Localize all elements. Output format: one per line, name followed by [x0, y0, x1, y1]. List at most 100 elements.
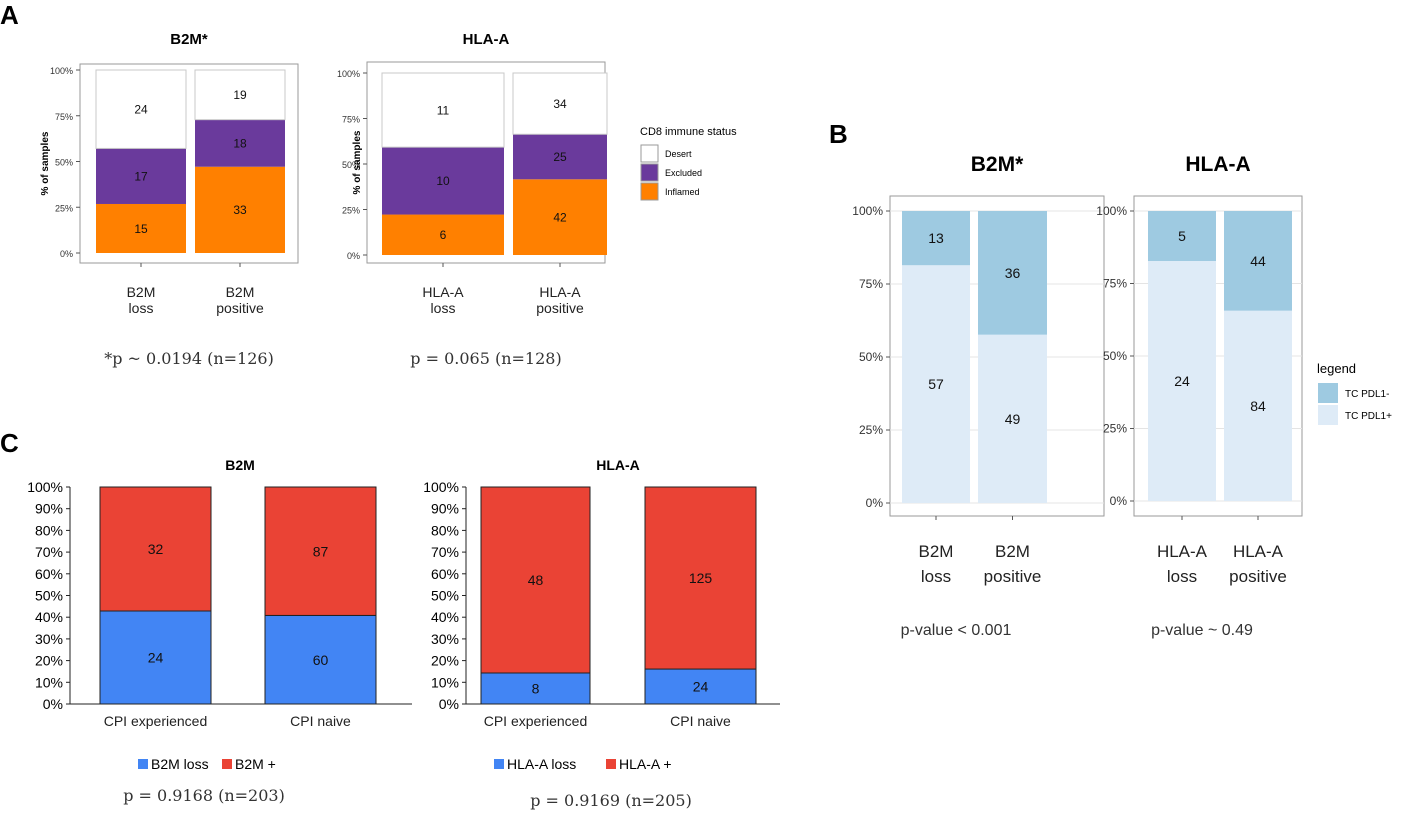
legend-label: TC PDL1-	[1345, 389, 1389, 400]
x-category-label: B2M	[919, 542, 954, 561]
bar-segment-tc-pdl1-	[978, 334, 1047, 503]
y-tick-label: 30%	[431, 631, 459, 647]
data-label: 24	[693, 679, 709, 695]
x-category-label: CPI experienced	[484, 713, 588, 729]
chart-b-b2m: 0% 25% 50% 75% 100% B2M* 57 13 B2M loss 49 36 B2M pos…	[852, 153, 1105, 639]
y-tick-label: 25%	[1103, 422, 1127, 436]
data-label: 24	[1174, 373, 1190, 389]
bar-segment-desert	[194, 69, 286, 121]
bar-segment-excluded	[195, 119, 285, 167]
y-tick-label: 25%	[55, 203, 73, 213]
p-value-annotation: p = 0.9168 (n=203)	[123, 786, 285, 805]
bar-segment-desert	[95, 69, 187, 149]
legend-label: TC PDL1+	[1345, 411, 1392, 422]
chart-a-b2m: 0% 25% 50% 75% 100% % of samples B2M* 15 17 24 B2M…	[40, 31, 299, 368]
y-tick-label: 90%	[431, 501, 459, 517]
data-label: 60	[313, 652, 329, 668]
data-label: 10	[436, 174, 450, 188]
x-category-label: HLA-A	[539, 284, 581, 300]
bar-segment-inflamed	[382, 214, 504, 255]
legend-swatch	[494, 759, 504, 769]
data-label: 32	[148, 541, 164, 557]
legend-swatch	[1318, 383, 1338, 403]
y-tick-label: 25%	[859, 423, 883, 437]
y-tick-label: 20%	[431, 653, 459, 669]
p-value-annotation: p = 0.9169 (n=205)	[530, 791, 692, 810]
legend-label: HLA-A loss	[507, 756, 576, 772]
bar-segment-b2m-loss	[264, 614, 377, 705]
y-tick-label: 90%	[35, 501, 63, 517]
chart-c-b2m: 0% 10% 20% 30% 40% 50% 60% 70% 80% 90% 100% B2M 24 32…	[27, 457, 412, 805]
data-label: 36	[1005, 265, 1021, 281]
y-tick-label: 0%	[1110, 494, 1128, 508]
data-label: 5	[1178, 228, 1186, 244]
data-label: 42	[553, 210, 567, 224]
data-label: 6	[440, 228, 447, 242]
x-category-label: HLA-A	[1157, 542, 1208, 561]
y-tick-label: 60%	[431, 566, 459, 582]
legend-label: Inflamed	[665, 187, 700, 197]
data-label: 44	[1250, 253, 1266, 269]
y-tick-label: 0%	[347, 251, 360, 261]
x-category-label: HLA-A	[1233, 542, 1284, 561]
bar-segment-tc-pdl1-	[978, 211, 1047, 335]
x-category-label: loss	[129, 300, 154, 316]
y-tick-label: 70%	[431, 544, 459, 560]
bar-segment-tc-pdl1-	[1224, 310, 1292, 501]
x-category-label: HLA-A	[422, 284, 464, 300]
data-label: 24	[134, 103, 148, 117]
panel-label-b: B	[829, 119, 848, 149]
y-tick-label: 0%	[439, 696, 459, 712]
legend-label: HLA-A +	[619, 756, 672, 772]
data-label: 87	[313, 543, 329, 559]
y-tick-label: 50%	[35, 588, 63, 604]
data-label: 84	[1250, 398, 1266, 414]
data-label: 125	[689, 570, 713, 586]
x-category-label: loss	[921, 567, 951, 586]
bar-segment-hla-a-	[644, 486, 757, 670]
y-tick-label: 40%	[35, 609, 63, 625]
p-value-annotation: p-value < 0.001	[901, 622, 1012, 639]
legend-swatch	[1318, 405, 1338, 425]
y-tick-label: 0%	[866, 496, 884, 510]
x-category-label: B2M	[226, 284, 255, 300]
y-tick-label: 100%	[337, 69, 360, 79]
legend-label: B2M loss	[151, 756, 209, 772]
data-label: 33	[233, 203, 247, 217]
chart-a-hla-a: 0% 25% 50% 75% 100% % of samples HLA-A 6 10 11 HLA…	[337, 31, 737, 368]
bar-segment-hla-a-loss	[644, 668, 757, 705]
bar-segment-inflamed	[96, 203, 186, 253]
data-label: 18	[233, 137, 247, 151]
y-tick-label: 100%	[1096, 204, 1127, 218]
bar-segment-inflamed	[195, 166, 285, 253]
legend-label: B2M +	[235, 756, 276, 772]
x-category-label: positive	[216, 300, 264, 316]
panel-label-c: C	[0, 428, 19, 458]
legend-swatch	[640, 163, 659, 182]
chart-title: HLA-A	[596, 457, 640, 473]
x-category-label: positive	[536, 300, 584, 316]
chart-title: B2M	[225, 457, 255, 473]
bar-segment-hla-a-	[480, 486, 591, 674]
x-category-label: CPI experienced	[104, 713, 208, 729]
x-category-label: B2M	[127, 284, 156, 300]
bar-segment-b2m-	[99, 486, 212, 612]
y-tick-label: 100%	[423, 479, 459, 495]
y-tick-label: 50%	[55, 158, 73, 168]
x-category-label: loss	[1167, 567, 1197, 586]
data-label: 48	[528, 572, 544, 588]
x-category-label: CPI naive	[290, 713, 351, 729]
bar-segment-excluded	[513, 134, 607, 180]
panel-label-a: A	[0, 0, 19, 30]
data-label: 13	[928, 230, 944, 246]
y-tick-label: 75%	[859, 277, 883, 291]
y-tick-label: 50%	[342, 160, 360, 170]
bar-segment-desert	[512, 72, 608, 135]
chart-title: HLA-A	[463, 31, 510, 48]
data-label: 19	[233, 88, 247, 102]
chart-c-hla-a: 0% 10% 20% 30% 40% 50% 60% 70% 80% 90% 100% HLA-A 8 4…	[423, 457, 780, 810]
x-category-label: positive	[1229, 567, 1287, 586]
y-axis-label: % of samples	[352, 130, 363, 194]
x-category-label: B2M	[995, 542, 1030, 561]
